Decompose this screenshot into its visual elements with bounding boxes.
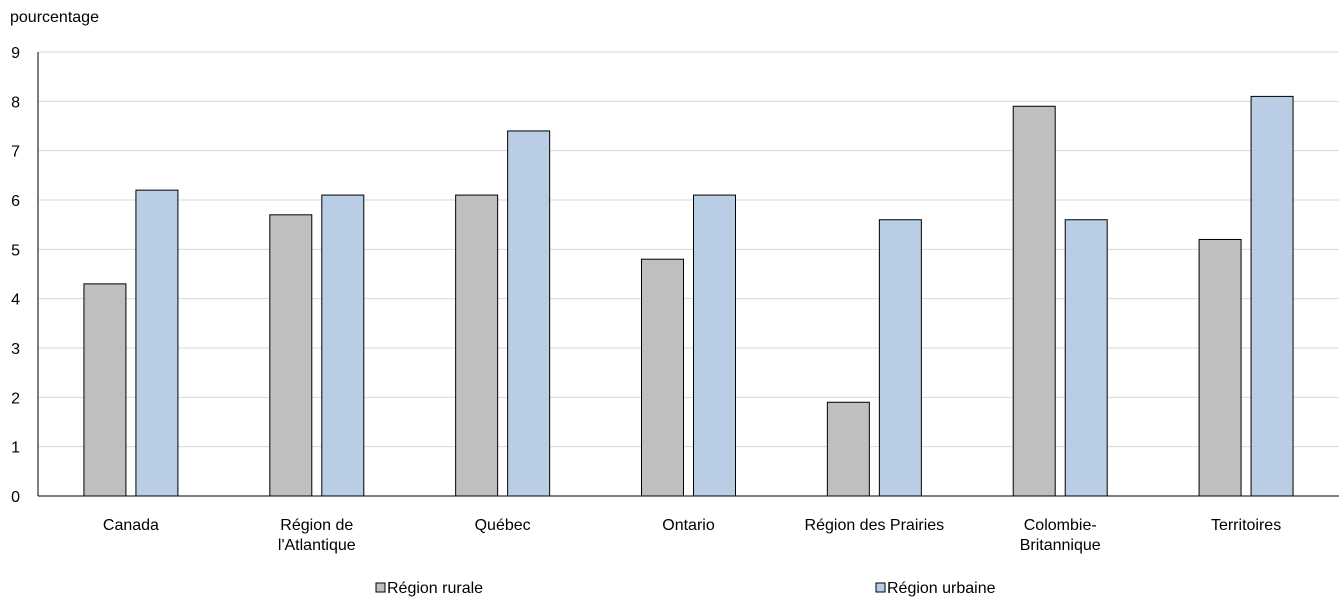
x-category-label: Colombie-Britannique — [1020, 517, 1101, 554]
x-category-label: Canada — [103, 517, 159, 534]
x-category-label: Région de l'Atlantique — [278, 517, 356, 554]
gridlines — [38, 51, 1339, 448]
bars — [83, 95, 1294, 497]
legend: Région rurale Région urbaine — [375, 580, 996, 597]
x-category-label: Région des Prairies — [805, 517, 945, 534]
y-tick-label: 8 — [11, 94, 20, 111]
bar-urban — [135, 189, 179, 497]
y-tick-label: 3 — [11, 341, 20, 358]
y-tick-label: 9 — [11, 45, 20, 62]
bar-urban — [693, 194, 736, 497]
y-tick-label: 6 — [11, 193, 20, 210]
legend-swatch-rural — [375, 582, 386, 593]
x-category-labels: Canada Région de l'Atlantique Québec Ontario… — [103, 517, 1281, 554]
y-tick-label: 1 — [11, 440, 20, 457]
bar-urban — [1064, 219, 1108, 497]
legend-label-rural: Région rurale — [387, 580, 483, 597]
y-tick-labels: 0 1 2 3 4 5 6 7 8 9 — [11, 45, 20, 506]
bar-rural — [83, 283, 127, 497]
x-category-label: Québec — [475, 517, 531, 534]
bar-rural — [1012, 105, 1056, 497]
axes — [37, 52, 1339, 497]
legend-label-urban: Région urbaine — [887, 580, 996, 597]
bar-rural — [826, 401, 870, 497]
x-category-label: Ontario — [662, 517, 715, 534]
y-tick-label: 5 — [11, 242, 20, 259]
bar-rural — [269, 214, 313, 497]
bar-rural — [455, 194, 499, 497]
y-tick-label: 2 — [11, 390, 20, 407]
y-axis-label: pourcentage — [10, 9, 99, 26]
y-tick-label: 0 — [11, 489, 20, 506]
y-tick-label: 7 — [11, 144, 20, 161]
bar-urban — [1250, 95, 1294, 497]
bar-urban — [321, 194, 365, 497]
x-category-label: Territoires — [1211, 517, 1281, 534]
legend-swatch-urban — [875, 582, 886, 593]
bar-rural — [1198, 238, 1242, 497]
bar-rural — [641, 258, 684, 497]
y-tick-label: 4 — [11, 292, 20, 309]
bar-urban — [507, 130, 551, 497]
bar-urban — [878, 219, 922, 497]
